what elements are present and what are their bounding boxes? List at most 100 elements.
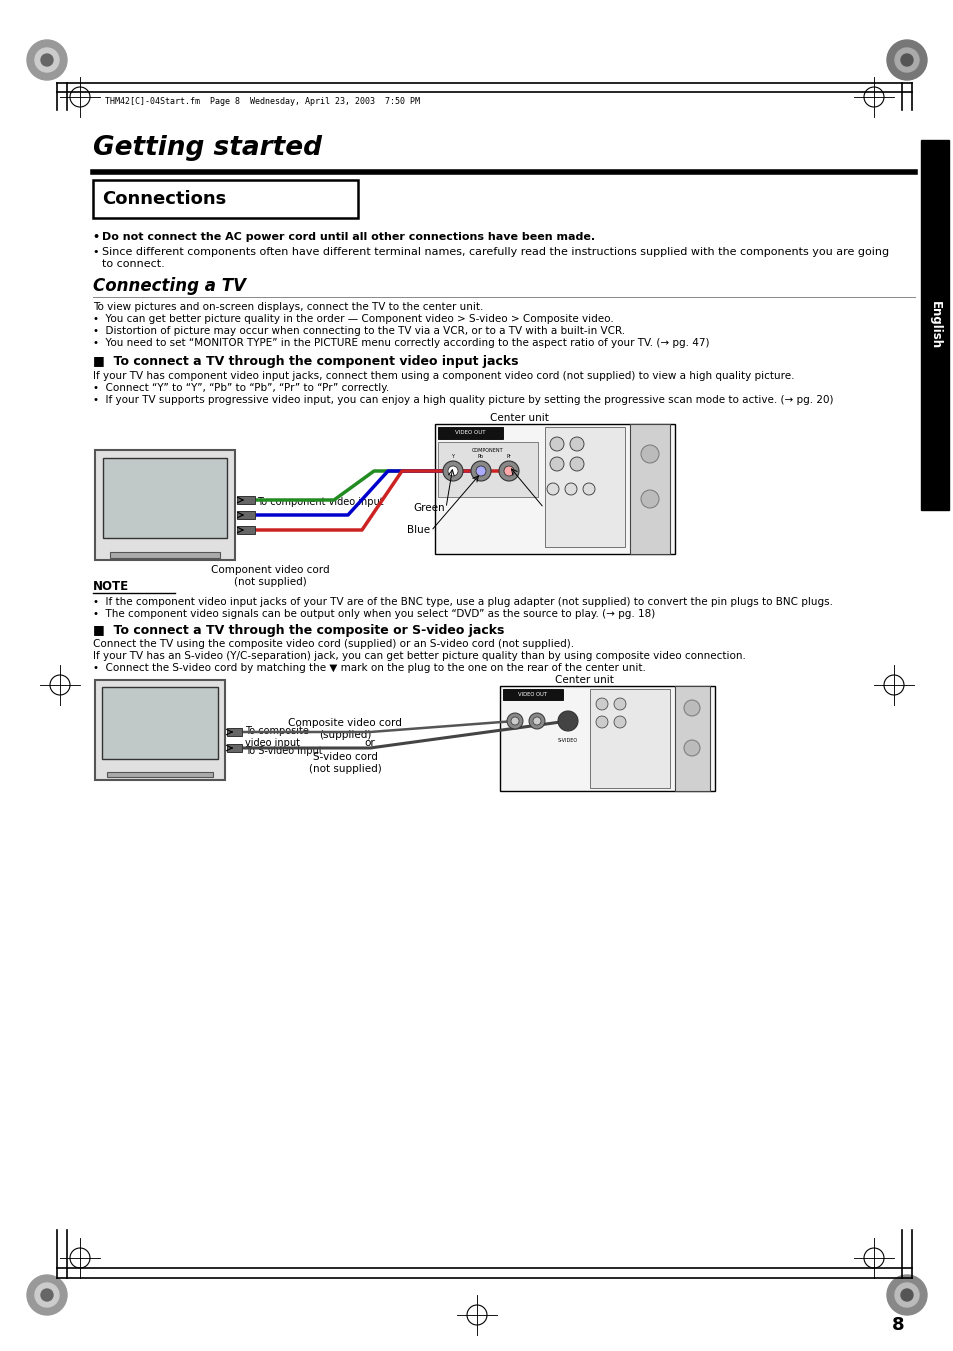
- Circle shape: [640, 444, 659, 463]
- Bar: [95, 680, 225, 780]
- Bar: [629, 424, 669, 554]
- Circle shape: [35, 1283, 59, 1306]
- Text: Center unit: Center unit: [490, 413, 548, 423]
- Text: Pr: Pr: [506, 454, 511, 459]
- Bar: [435, 424, 675, 554]
- Text: To component video input: To component video input: [256, 497, 383, 507]
- Text: TV: TV: [152, 720, 167, 730]
- Circle shape: [27, 1275, 67, 1315]
- Text: Center unit: Center unit: [555, 676, 613, 685]
- Text: •  Connect the S-video cord by matching the ▼ mark on the plug to the one on the: • Connect the S-video cord by matching t…: [92, 663, 645, 673]
- Text: Red: Red: [544, 503, 564, 513]
- Text: Connect the TV using the composite video cord (supplied) or an S-video cord (not: Connect the TV using the composite video…: [92, 639, 574, 648]
- Text: Composite video cord
(supplied): Composite video cord (supplied): [288, 717, 401, 739]
- Bar: [236, 526, 254, 534]
- Circle shape: [894, 49, 918, 72]
- Text: Component video cord
(not supplied): Component video cord (not supplied): [211, 565, 329, 586]
- Bar: [236, 511, 254, 519]
- Bar: [107, 771, 213, 777]
- Text: COMPONENT: COMPONENT: [472, 449, 503, 453]
- Text: Getting started: Getting started: [92, 135, 322, 161]
- Circle shape: [546, 484, 558, 494]
- Text: Blue: Blue: [406, 526, 430, 535]
- Text: Green: Green: [413, 503, 444, 513]
- Circle shape: [894, 1283, 918, 1306]
- Circle shape: [476, 466, 485, 476]
- Circle shape: [471, 461, 491, 481]
- Circle shape: [886, 1275, 926, 1315]
- Circle shape: [558, 711, 578, 731]
- Text: •  If the component video input jacks of your TV are of the BNC type, use a plug: • If the component video input jacks of …: [92, 597, 832, 607]
- Text: to connect.: to connect.: [102, 259, 165, 269]
- Text: •: •: [92, 247, 103, 257]
- Circle shape: [900, 1289, 912, 1301]
- Text: Connecting a TV: Connecting a TV: [92, 277, 246, 295]
- Text: To composite
video input: To composite video input: [245, 725, 309, 747]
- Text: Since different components often have different terminal names, carefully read t: Since different components often have di…: [102, 247, 888, 257]
- Text: VIDEO OUT: VIDEO OUT: [517, 692, 547, 697]
- Text: To view pictures and on-screen displays, connect the TV to the center unit.: To view pictures and on-screen displays,…: [92, 303, 483, 312]
- Circle shape: [569, 457, 583, 471]
- Circle shape: [614, 698, 625, 711]
- Circle shape: [614, 716, 625, 728]
- Text: To S-video input: To S-video input: [245, 746, 322, 757]
- Bar: [920, 141, 948, 509]
- Circle shape: [35, 49, 59, 72]
- Bar: [110, 553, 220, 558]
- Text: S-video cord
(not supplied): S-video cord (not supplied): [309, 753, 381, 774]
- Text: THM42[C]-04Start.fm  Page 8  Wednesday, April 23, 2003  7:50 PM: THM42[C]-04Start.fm Page 8 Wednesday, Ap…: [105, 97, 419, 107]
- Circle shape: [886, 41, 926, 80]
- Text: Connections: Connections: [102, 190, 226, 208]
- Text: If your TV has an S-video (Y/C-separation) jack, you can get better picture qual: If your TV has an S-video (Y/C-separatio…: [92, 651, 745, 661]
- Bar: [502, 689, 562, 700]
- Circle shape: [550, 436, 563, 451]
- Circle shape: [596, 716, 607, 728]
- Circle shape: [900, 54, 912, 66]
- Text: English: English: [927, 301, 941, 349]
- Bar: [236, 496, 254, 504]
- Bar: [544, 427, 624, 547]
- Bar: [102, 688, 218, 759]
- Text: 8: 8: [891, 1316, 903, 1333]
- Text: NOTE: NOTE: [92, 580, 129, 593]
- Text: •  Connect “Y” to “Y”, “Pb” to “Pb”, “Pr” to “Pr” correctly.: • Connect “Y” to “Y”, “Pb” to “Pb”, “Pr”…: [92, 382, 389, 393]
- Text: Pb: Pb: [477, 454, 483, 459]
- Circle shape: [533, 717, 540, 725]
- Text: or: or: [364, 738, 375, 748]
- Circle shape: [41, 1289, 53, 1301]
- Circle shape: [503, 466, 514, 476]
- Bar: [589, 689, 669, 788]
- Circle shape: [582, 484, 595, 494]
- Circle shape: [442, 461, 462, 481]
- Bar: [92, 180, 357, 218]
- Text: If your TV has component video input jacks, connect them using a component video: If your TV has component video input jac…: [92, 372, 794, 381]
- Circle shape: [550, 457, 563, 471]
- Bar: [437, 442, 537, 497]
- Text: Y: Y: [451, 454, 454, 459]
- Bar: [227, 744, 242, 753]
- Text: Do not connect the AC power cord until all other connections have been made.: Do not connect the AC power cord until a…: [102, 232, 595, 242]
- Bar: [95, 450, 234, 561]
- Circle shape: [640, 490, 659, 508]
- Bar: [675, 686, 709, 790]
- Bar: [227, 728, 242, 736]
- Bar: [437, 427, 502, 439]
- Text: ■  To connect a TV through the composite or S-video jacks: ■ To connect a TV through the composite …: [92, 624, 504, 638]
- Circle shape: [569, 436, 583, 451]
- Text: •  The component video signals can be output only when you select “DVD” as the s: • The component video signals can be out…: [92, 609, 655, 619]
- Circle shape: [506, 713, 522, 730]
- Text: S-VIDEO: S-VIDEO: [558, 738, 578, 743]
- Circle shape: [596, 698, 607, 711]
- Text: ■  To connect a TV through the component video input jacks: ■ To connect a TV through the component …: [92, 355, 518, 367]
- Circle shape: [27, 41, 67, 80]
- Circle shape: [498, 461, 518, 481]
- Bar: [103, 458, 227, 538]
- Text: VIDEO OUT: VIDEO OUT: [455, 431, 485, 435]
- Circle shape: [529, 713, 544, 730]
- Text: •  You need to set “MONITOR TYPE” in the PICTURE menu correctly according to the: • You need to set “MONITOR TYPE” in the …: [92, 338, 709, 349]
- Circle shape: [511, 717, 518, 725]
- Text: •  You can get better picture quality in the order — Component video > S-video >: • You can get better picture quality in …: [92, 313, 613, 324]
- Bar: [499, 686, 714, 790]
- Circle shape: [41, 54, 53, 66]
- Text: •: •: [92, 232, 104, 242]
